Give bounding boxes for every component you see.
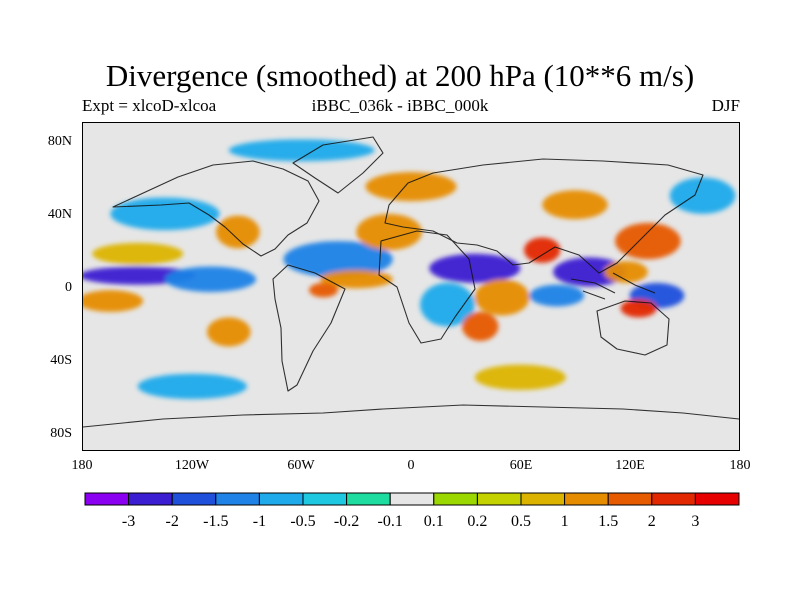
colorbar-label: -2: [166, 513, 179, 530]
colorbar-swatch: [215, 492, 260, 506]
x-tick-label: 180: [729, 458, 751, 473]
colorbar-swatch: [389, 492, 435, 506]
field-anomaly: [319, 270, 393, 289]
colorbar-swatch: [520, 492, 566, 506]
coast-north-america: [112, 160, 320, 257]
coast-eurasia: [384, 158, 704, 274]
coast-indonesia: [570, 272, 656, 300]
x-tick-label: 120E: [615, 458, 645, 473]
field-anomaly: [429, 253, 521, 283]
field-anomaly: [228, 139, 375, 162]
field-anomaly: [83, 290, 144, 312]
colorbar-label: -1: [253, 513, 266, 530]
colorbar-label: 0.1: [424, 513, 444, 530]
map-plot: [83, 136, 739, 428]
field-anomaly: [542, 190, 608, 220]
field-anomaly: [92, 242, 184, 265]
colorbar-swatch: [346, 492, 391, 506]
colorbar-swatch: [564, 492, 609, 506]
x-tick-label: 60W: [287, 458, 315, 473]
coast-greenland: [292, 136, 384, 194]
field-anomaly: [523, 237, 561, 263]
field-anomaly: [474, 279, 530, 316]
field-anomaly: [308, 282, 339, 298]
coast-australia: [596, 300, 670, 356]
colorbar-label: -0.2: [334, 513, 359, 530]
colorbar-swatch: [651, 492, 696, 506]
x-tick-label: 60E: [509, 458, 533, 473]
plot-title: Divergence (smoothed) at 200 hPa (10**6 …: [105, 58, 695, 93]
x-tick-label: 0: [407, 458, 415, 473]
y-tick-label: 40S: [50, 353, 72, 368]
colorbar-label: 0.5: [511, 513, 531, 530]
field-anomaly: [420, 282, 475, 327]
y-tick-label: 0: [65, 280, 72, 295]
x-tick-label: 180: [71, 458, 93, 473]
colorbar-swatch: [433, 492, 478, 506]
colorbar-label: -3: [122, 513, 135, 530]
field-anomaly: [216, 215, 260, 249]
colorbar-swatch: [128, 492, 173, 506]
colorbar-label: 2: [648, 513, 656, 530]
y-tick-label: 80S: [50, 426, 72, 441]
field-anomaly: [462, 311, 499, 341]
colorbar-label: 1: [561, 513, 569, 530]
field-anomaly: [206, 317, 251, 347]
field-anomaly: [474, 364, 566, 391]
coast-antarctica: [83, 404, 739, 428]
colorbar-swatch: [171, 492, 217, 506]
y-tick-label: 40N: [47, 207, 72, 222]
colorbar-label: -1.5: [203, 513, 228, 530]
field-anomaly: [620, 299, 657, 318]
colorbar: -3 -2 -1.5 -1 -0.5 -0.2 -0.1 0.1 0.2 0.5 1 1.5 2 3: [84, 492, 740, 530]
field-anomaly: [604, 261, 648, 283]
field-anomaly: [356, 213, 422, 251]
colorbar-label: 3: [691, 513, 699, 530]
coast-south-america: [272, 264, 346, 392]
field-anomaly: [365, 172, 457, 202]
colorbar-swatch: [607, 492, 653, 506]
colorbar-label: -0.1: [378, 513, 403, 530]
y-tick-label: 80N: [47, 134, 72, 149]
field-anomaly: [137, 373, 247, 400]
experiment-label: Expt = xlcoD-xlcoa: [82, 96, 217, 115]
divergence-field: [83, 139, 736, 400]
field-anomaly: [165, 266, 257, 292]
run-label: iBBC_036k - iBBC_000k: [311, 96, 489, 115]
colorbar-swatch: [302, 492, 348, 506]
coastlines: [83, 136, 739, 428]
field-anomaly: [110, 197, 220, 231]
field-anomaly: [615, 222, 681, 260]
field-anomaly: [669, 177, 736, 214]
colorbar-label: 0.2: [467, 513, 487, 530]
colorbar-swatch: [84, 492, 130, 506]
field-anomaly: [529, 284, 585, 307]
colorbar-swatch: [476, 492, 522, 506]
x-tick-label: 120W: [174, 458, 210, 473]
colorbar-swatch: [694, 492, 740, 506]
field-anomaly: [283, 241, 393, 278]
coast-africa: [378, 230, 476, 344]
colorbar-label: 1.5: [598, 513, 618, 530]
colorbar-label: -0.5: [290, 513, 315, 530]
colorbar-swatch: [258, 492, 304, 506]
season-label: DJF: [711, 96, 740, 115]
map-panel: [82, 122, 740, 451]
